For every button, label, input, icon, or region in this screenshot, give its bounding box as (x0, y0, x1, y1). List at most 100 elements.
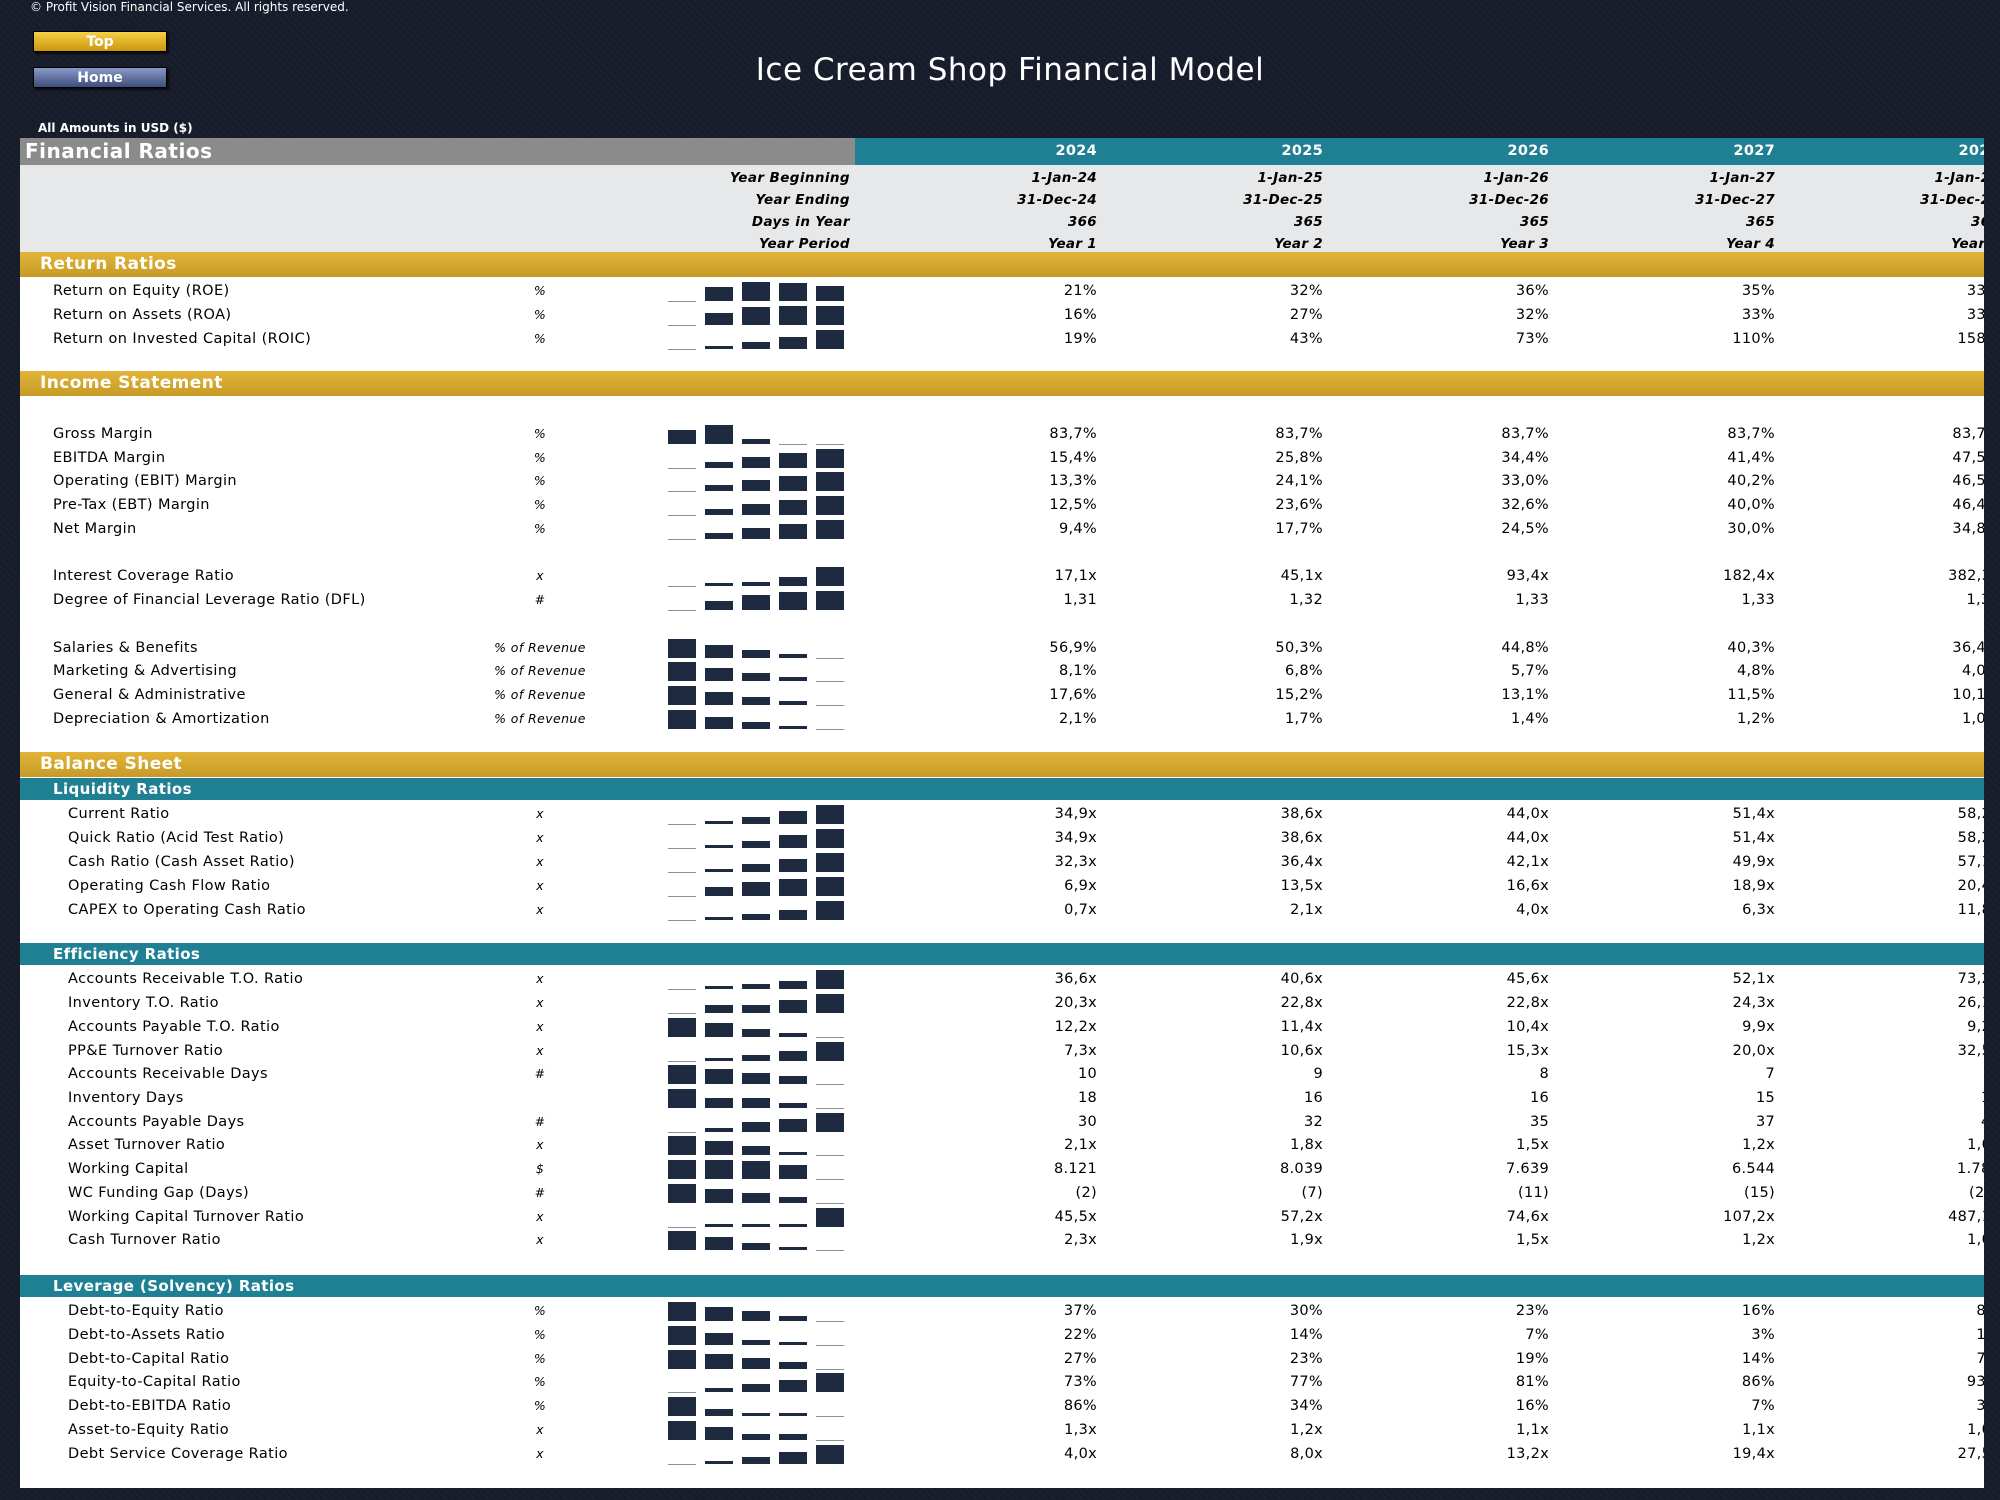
trend-bar (742, 882, 770, 896)
trend-sparkline (668, 1015, 868, 1039)
trend-sparkline (668, 303, 868, 327)
table-row: Inventory Days 18 16 16 15 14 (20, 1086, 1984, 1110)
trend-bar (742, 1055, 770, 1061)
trend-bar (742, 1224, 770, 1227)
period-value: Year 3 (1500, 236, 1549, 252)
trend-sparkline (668, 1394, 868, 1418)
row-value: 13,2x (1506, 1446, 1549, 1462)
row-value: 15 (1755, 1090, 1775, 1106)
row-value: 36,4% (1952, 640, 1984, 656)
row-label: Cash Ratio (Cash Asset Ratio) (68, 854, 295, 870)
trend-baseline (816, 1345, 844, 1346)
period-value: 1-Jan-28 (1934, 170, 1984, 186)
table-row: Operating (EBIT) Margin% 13,3% 24,1% 33,0% 4… (20, 469, 1984, 493)
period-value: 366 (1970, 214, 1984, 230)
period-row: Year Period Year 1 Year 2 Year 3 Year 4 Year … (20, 233, 1984, 255)
trend-baseline (668, 920, 696, 921)
row-value: 2,1x (1064, 1137, 1097, 1153)
trend-bar (705, 1237, 733, 1250)
row-label: Quick Ratio (Acid Test Ratio) (68, 830, 285, 846)
row-value: 36,6x (1054, 971, 1097, 987)
trend-bar (816, 1208, 844, 1227)
row-value: 11,8x (1957, 902, 1984, 918)
row-value: 1,33 (1515, 592, 1549, 608)
row-value: 32,6% (1501, 497, 1549, 513)
row-value: 3% (1751, 1327, 1775, 1343)
trend-bar (668, 686, 696, 705)
row-unit (450, 1086, 630, 1110)
trend-bar (668, 1231, 696, 1250)
row-unit: % (533, 307, 547, 322)
row-unit: x (536, 1209, 544, 1224)
trend-baseline (816, 1440, 844, 1441)
row-value: 34,9x (1054, 806, 1097, 822)
trend-sparkline (668, 327, 868, 351)
trend-sparkline (668, 1418, 868, 1442)
row-label: Current Ratio (68, 806, 170, 822)
trend-bar (779, 1316, 807, 1321)
row-value: 20,4x (1957, 878, 1984, 894)
trend-bar (742, 1358, 770, 1369)
year-header-2028: 2028 (1958, 143, 1984, 159)
table-row: Operating Cash Flow Ratio x 6,9x 13,5x 16,6x… (20, 874, 1984, 898)
row-value: 1,2% (1736, 711, 1775, 727)
row-value: 50,3% (1275, 640, 1323, 656)
table-row: Gross Margin% 83,7% 83,7% 83,7% 83,7% 83,7% (20, 422, 1984, 446)
trend-bar (742, 697, 770, 705)
row-value: 40,2% (1727, 473, 1775, 489)
trend-bar (668, 1421, 696, 1440)
top-button[interactable]: Top (33, 31, 167, 52)
row-unit: x (536, 1446, 544, 1461)
trend-bar (742, 1243, 770, 1250)
row-value: 57,1x (1957, 854, 1984, 870)
row-value: 8.121 (1053, 1161, 1097, 1177)
row-label: Pre-Tax (EBT) Margin (53, 497, 210, 513)
trend-bar (705, 845, 733, 848)
trend-bar (668, 1397, 696, 1416)
row-unit: $ (535, 1161, 545, 1176)
period-value: 366 (1067, 214, 1097, 230)
trend-bar (779, 1197, 807, 1203)
row-label: Return on Invested Capital (ROIC) (53, 331, 312, 347)
trend-bar (816, 449, 844, 468)
copyright-notice: © Profit Vision Financial Services. All … (30, 0, 349, 14)
row-unit: # (534, 592, 546, 607)
row-label: Operating (EBIT) Margin (53, 473, 237, 489)
trend-bar (779, 1224, 807, 1227)
trend-bar (742, 528, 770, 539)
row-value: 7% (1976, 1351, 1984, 1367)
trend-sparkline (668, 1205, 868, 1229)
trend-sparkline (668, 1370, 868, 1394)
row-value: 14% (1741, 1351, 1775, 1367)
row-value: 40,6x (1280, 971, 1323, 987)
trend-bar (705, 668, 733, 681)
row-value: 33% (1966, 307, 1984, 323)
row-value: 49,9x (1732, 854, 1775, 870)
trend-bar (668, 1089, 696, 1108)
row-value: 5,7% (1510, 663, 1549, 679)
row-value: 1,3x (1064, 1422, 1097, 1438)
period-value: 1-Jan-25 (1257, 170, 1323, 186)
trend-bar (779, 835, 807, 848)
section-title: Leverage (Solvency) Ratios (53, 1277, 295, 1295)
trend-bar (742, 457, 770, 468)
row-value: 42,1x (1506, 854, 1549, 870)
row-unit: x (536, 995, 544, 1010)
row-value: 44,0x (1506, 830, 1549, 846)
row-value: 3% (1976, 1398, 1984, 1414)
row-unit: % (533, 283, 547, 298)
home-button[interactable]: Home (33, 67, 167, 88)
trend-baseline (668, 325, 696, 326)
table-row: Debt-to-Assets Ratio% 22% 14% 7% 3% 1% (20, 1323, 1984, 1347)
trend-sparkline (668, 517, 868, 541)
table-row: Cash Ratio (Cash Asset Ratio) x 32,3x 36,4x… (20, 850, 1984, 874)
trend-baseline (668, 1132, 696, 1133)
trend-bar (816, 901, 844, 920)
row-label: Asset-to-Equity Ratio (68, 1422, 230, 1438)
table-row: WC Funding Gap (Days) # (2) (7) (11) (15) (21) (20, 1181, 1984, 1205)
row-unit: # (534, 1066, 546, 1081)
trend-bar (668, 1350, 696, 1369)
trend-bar (742, 817, 770, 824)
period-value: 31-Dec-27 (1695, 192, 1775, 208)
row-label: Inventory T.O. Ratio (68, 995, 219, 1011)
